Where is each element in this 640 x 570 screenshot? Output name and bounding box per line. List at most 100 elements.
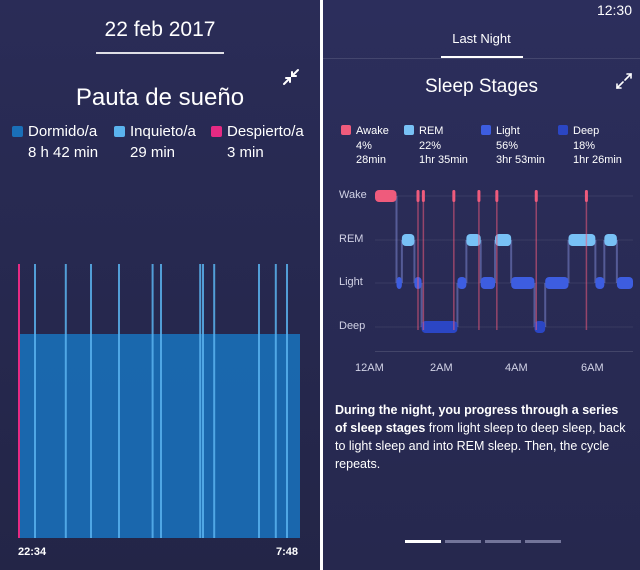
stage-awake-name: Awake xyxy=(356,125,389,137)
stage-segment-light xyxy=(545,277,569,289)
stage-segment-rem xyxy=(495,234,512,246)
stage-segment-light xyxy=(511,277,535,289)
restless-mark xyxy=(213,264,216,538)
sleep-stages-description: During the night, you progress through a… xyxy=(335,401,633,473)
stage-segment-rem xyxy=(401,234,415,246)
restless-mark xyxy=(160,264,162,538)
awake-spike-head xyxy=(421,190,425,202)
start-time: 22:34 xyxy=(18,546,47,558)
stage-segment-light xyxy=(480,277,496,289)
asleep-swatch xyxy=(12,126,23,137)
y-label-deep: Deep xyxy=(339,320,366,332)
description-bold: During the night, you progress through a… xyxy=(335,403,619,435)
stage-segment-deep xyxy=(534,321,546,333)
legend-restless-label: Inquieto/a xyxy=(130,123,196,140)
legend-asleep-value: 8 h 42 min xyxy=(28,144,99,161)
restless-mark xyxy=(274,264,277,538)
stage-awake-duration: 28min xyxy=(356,154,386,166)
awake-spike-head xyxy=(416,190,420,202)
sleep-pattern-chart xyxy=(18,264,300,538)
restless-mark xyxy=(64,264,67,538)
stage-rem-name: REM xyxy=(419,125,444,137)
rem-stage-swatch xyxy=(404,125,414,135)
stage-deep-percent: 18% xyxy=(573,139,596,152)
date-title: 22 feb 2017 xyxy=(104,18,216,41)
stage-light-name: Light xyxy=(496,125,520,137)
y-label-wake: Wake xyxy=(339,189,367,201)
x-label-12am: 12AM xyxy=(355,362,384,374)
date-underline xyxy=(96,52,224,54)
tab-bar xyxy=(323,58,640,59)
stage-deep: Deep 18% 1hr 26min xyxy=(558,124,622,168)
sleep-stages-title: Sleep Stages xyxy=(424,76,539,97)
legend-asleep: Dormido/a 8 h 42 min xyxy=(12,122,98,163)
x-label-4am: 4AM xyxy=(505,362,528,374)
stage-rem-percent: 22% xyxy=(419,139,442,152)
awake-mark xyxy=(18,264,20,538)
stage-awake: Awake 4% 28min xyxy=(341,124,389,168)
x-label-2am: 2AM xyxy=(430,362,453,374)
expand-arrows-icon[interactable] xyxy=(615,72,633,90)
light-stage-swatch xyxy=(481,125,491,135)
legend-awake: Despierto/a 3 min xyxy=(211,122,304,163)
restless-mark xyxy=(202,264,204,538)
stage-segment-rem xyxy=(568,234,596,246)
x-label-6am: 6AM xyxy=(581,362,604,374)
awake-swatch xyxy=(211,126,222,137)
restless-mark xyxy=(90,264,92,538)
stage-rem-duration: 1hr 35min xyxy=(419,154,468,166)
stage-segment-light xyxy=(457,277,467,289)
status-clock: 12:30 xyxy=(596,2,632,18)
page-dot[interactable] xyxy=(405,540,441,543)
description-rest: from light sleep to deep sleep, back to … xyxy=(335,421,626,471)
stage-light-percent: 56% xyxy=(496,139,519,152)
sleep-stages-panel: 12:30 Last Night Sleep Stages Awake 4% 2… xyxy=(323,0,640,570)
stage-segment-light xyxy=(616,277,633,289)
restless-mark xyxy=(258,264,260,538)
collapse-arrows-icon[interactable] xyxy=(282,68,300,86)
restless-swatch xyxy=(114,126,125,137)
panel-divider xyxy=(320,0,323,570)
awake-spike-head xyxy=(495,190,499,202)
stage-rem: REM 22% 1hr 35min xyxy=(404,124,468,168)
asleep-area xyxy=(18,334,300,538)
stage-deep-name: Deep xyxy=(573,125,600,137)
legend-asleep-label: Dormido/a xyxy=(28,123,98,140)
legend-restless: Inquieto/a 29 min xyxy=(114,122,196,163)
deep-stage-swatch xyxy=(558,125,568,135)
awake-spike-head xyxy=(584,190,588,202)
page-dot[interactable] xyxy=(485,540,521,543)
awake-spike-head xyxy=(534,190,538,202)
awake-stage-swatch xyxy=(341,125,351,135)
sleep-pattern-title: Pauta de sueño xyxy=(75,84,245,111)
stage-awake-percent: 4% xyxy=(356,139,372,152)
tab-underline xyxy=(441,56,523,58)
stage-light-duration: 3hr 53min xyxy=(496,154,545,166)
legend-restless-value: 29 min xyxy=(130,144,176,161)
legend-awake-value: 3 min xyxy=(227,144,264,161)
restless-mark xyxy=(286,264,288,538)
stage-deep-duration: 1hr 26min xyxy=(573,154,622,166)
stage-segment-rem xyxy=(466,234,481,246)
stage-light: Light 56% 3hr 53min xyxy=(481,124,545,168)
legend-awake-label: Despierto/a xyxy=(227,123,304,140)
awake-spike-head xyxy=(452,190,456,202)
stage-segment-wake xyxy=(375,190,397,202)
sleep-stages-chart xyxy=(375,190,633,352)
end-time: 7:48 xyxy=(276,546,299,558)
restless-mark xyxy=(118,264,120,538)
page-indicator[interactable] xyxy=(405,540,565,558)
stage-segment-light xyxy=(595,277,605,289)
stage-segment-deep xyxy=(421,321,458,333)
stage-segment-light xyxy=(396,277,402,289)
y-label-rem: REM xyxy=(339,233,364,245)
restless-mark xyxy=(151,264,154,538)
y-label-light: Light xyxy=(339,276,363,288)
restless-mark xyxy=(34,264,36,538)
page-dot[interactable] xyxy=(445,540,481,543)
tab-last-night[interactable]: Last Night xyxy=(452,31,511,46)
page-dot[interactable] xyxy=(525,540,561,543)
restless-mark xyxy=(199,264,202,538)
awake-spike-head xyxy=(477,190,481,202)
sleep-pattern-panel: 22 feb 2017 Pauta de sueño Dormido/a 8 h… xyxy=(0,0,320,570)
